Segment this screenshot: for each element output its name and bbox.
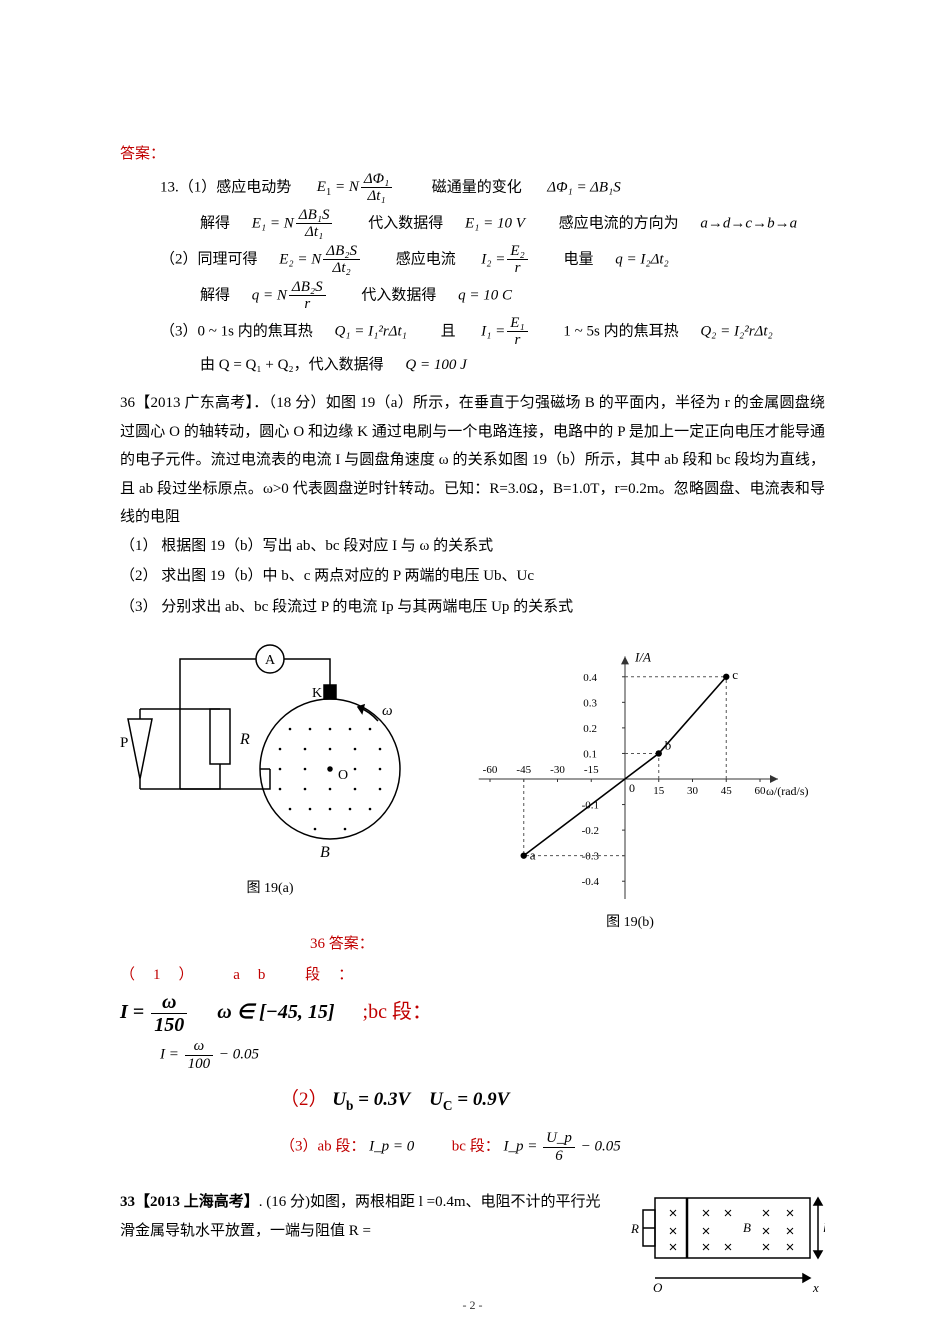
p13-line5: （3）0 ~ 1s 内的焦耳热 Q₁ = I₁²rΔt₁ 且 I₁ = E₁ r… [160, 315, 825, 349]
svg-text:I/A: I/A [634, 649, 651, 664]
p36-a3: （3）ab 段： I_p = 0 bc 段： I_p = U_p 6 − 0.0… [280, 1130, 825, 1164]
svg-text:K: K [312, 686, 322, 701]
svg-text:O: O [338, 768, 348, 783]
svg-text:B: B [320, 844, 330, 859]
p36-q1: （1） 根据图 19（b）写出 ab、bc 段对应 I 与 ω 的关系式 [120, 532, 825, 561]
svg-text:ω/(rad/s): ω/(rad/s) [766, 784, 809, 798]
svg-text:A: A [265, 653, 276, 668]
svg-text:-0.3: -0.3 [582, 851, 600, 863]
p13-line6: 由 Q = Q₁ + Q₂，代入数据得 Q = 100 J [200, 351, 825, 380]
svg-text:R: R [630, 1221, 639, 1236]
svg-text:0.3: 0.3 [583, 697, 597, 709]
svg-text:-30: -30 [550, 764, 565, 776]
p36-q2: （2） 求出图 19（b）中 b、c 两点对应的 P 两端的电压 Ub、Uc [120, 562, 825, 591]
p36-a2: （2） Ub = 0.3V UC = 0.9V [280, 1082, 825, 1118]
p13-line4: 解得 q = N ΔB₂S r 代入数据得 q = 10 C [200, 279, 825, 313]
p13-line2: 解得 E₁ = N ΔB₁S Δt₁ 代入数据得 E₁ = 10 V 感应电流的… [200, 207, 825, 241]
svg-text:0.2: 0.2 [583, 723, 597, 735]
svg-text:R: R [239, 731, 250, 748]
svg-text:ω: ω [382, 703, 393, 719]
svg-text:15: 15 [653, 785, 665, 797]
svg-text:a: a [530, 848, 536, 863]
svg-text:x: x [812, 1280, 819, 1295]
svg-text:0.4: 0.4 [583, 672, 597, 684]
svg-text:60: 60 [755, 785, 767, 797]
svg-text:c: c [732, 667, 738, 682]
p36-ans-label: 36 答案： [310, 936, 374, 952]
svg-text:O: O [653, 1280, 663, 1295]
p13-line3: （2）同理可得 E₂ = N ΔB₂S Δt₂ 感应电流 I₂ = E₂ r 电… [160, 243, 825, 277]
p36-q3: （3） 分别求出 ab、bc 段流过 P 的电流 Ip 与其两端电压 Up 的关… [120, 593, 825, 622]
svg-text:45: 45 [721, 785, 733, 797]
p36-question: 36【2013 广东高考】．（18 分）如图 19（a）所示，在垂直于匀强磁场 … [120, 389, 825, 532]
page-number: - 2 - [0, 1298, 945, 1313]
fig-19a-caption: 图 19(a) [120, 876, 420, 903]
p36-a1-eq1: I = ω 150 ω ∈ [−45, 15] ;bc 段： [120, 991, 825, 1036]
svg-text:-0.4: -0.4 [582, 876, 600, 888]
svg-text:l: l [823, 1220, 825, 1235]
fig-19b-caption: 图 19(b) [450, 910, 810, 937]
svg-text:-45: -45 [516, 764, 531, 776]
rail-diagram: R B l O x [625, 1188, 825, 1309]
figure-19a: A R P O [120, 639, 420, 902]
svg-text:P: P [120, 735, 128, 751]
svg-text:-15: -15 [584, 764, 599, 776]
svg-text:30: 30 [687, 785, 699, 797]
svg-text:0.1: 0.1 [583, 748, 597, 760]
p13-line1: 13.（1）感应电动势 E1 = N ΔΦ₁ Δt₁ 磁通量的变化 ΔΦ₁ = … [160, 171, 825, 205]
svg-text:B: B [743, 1220, 751, 1235]
svg-text:-60: -60 [483, 764, 498, 776]
svg-text:b: b [665, 737, 672, 752]
p33-question: 33【2013 上海高考】. (16 分)如图，两根相距 l =0.4m、电阻不… [120, 1188, 825, 1309]
answer-label: 答案： [120, 140, 825, 169]
p36-a1-eq2: I = ω 100 − 0.05 [160, 1038, 825, 1072]
svg-text:-0.2: -0.2 [582, 825, 599, 837]
svg-text:0: 0 [629, 781, 635, 795]
figure-19b: I/Aω/(rad/s)0-0.4-0.3-0.2-0.10.10.20.30.… [450, 639, 810, 936]
p36-a1-head: （1） ab 段： [120, 961, 825, 990]
